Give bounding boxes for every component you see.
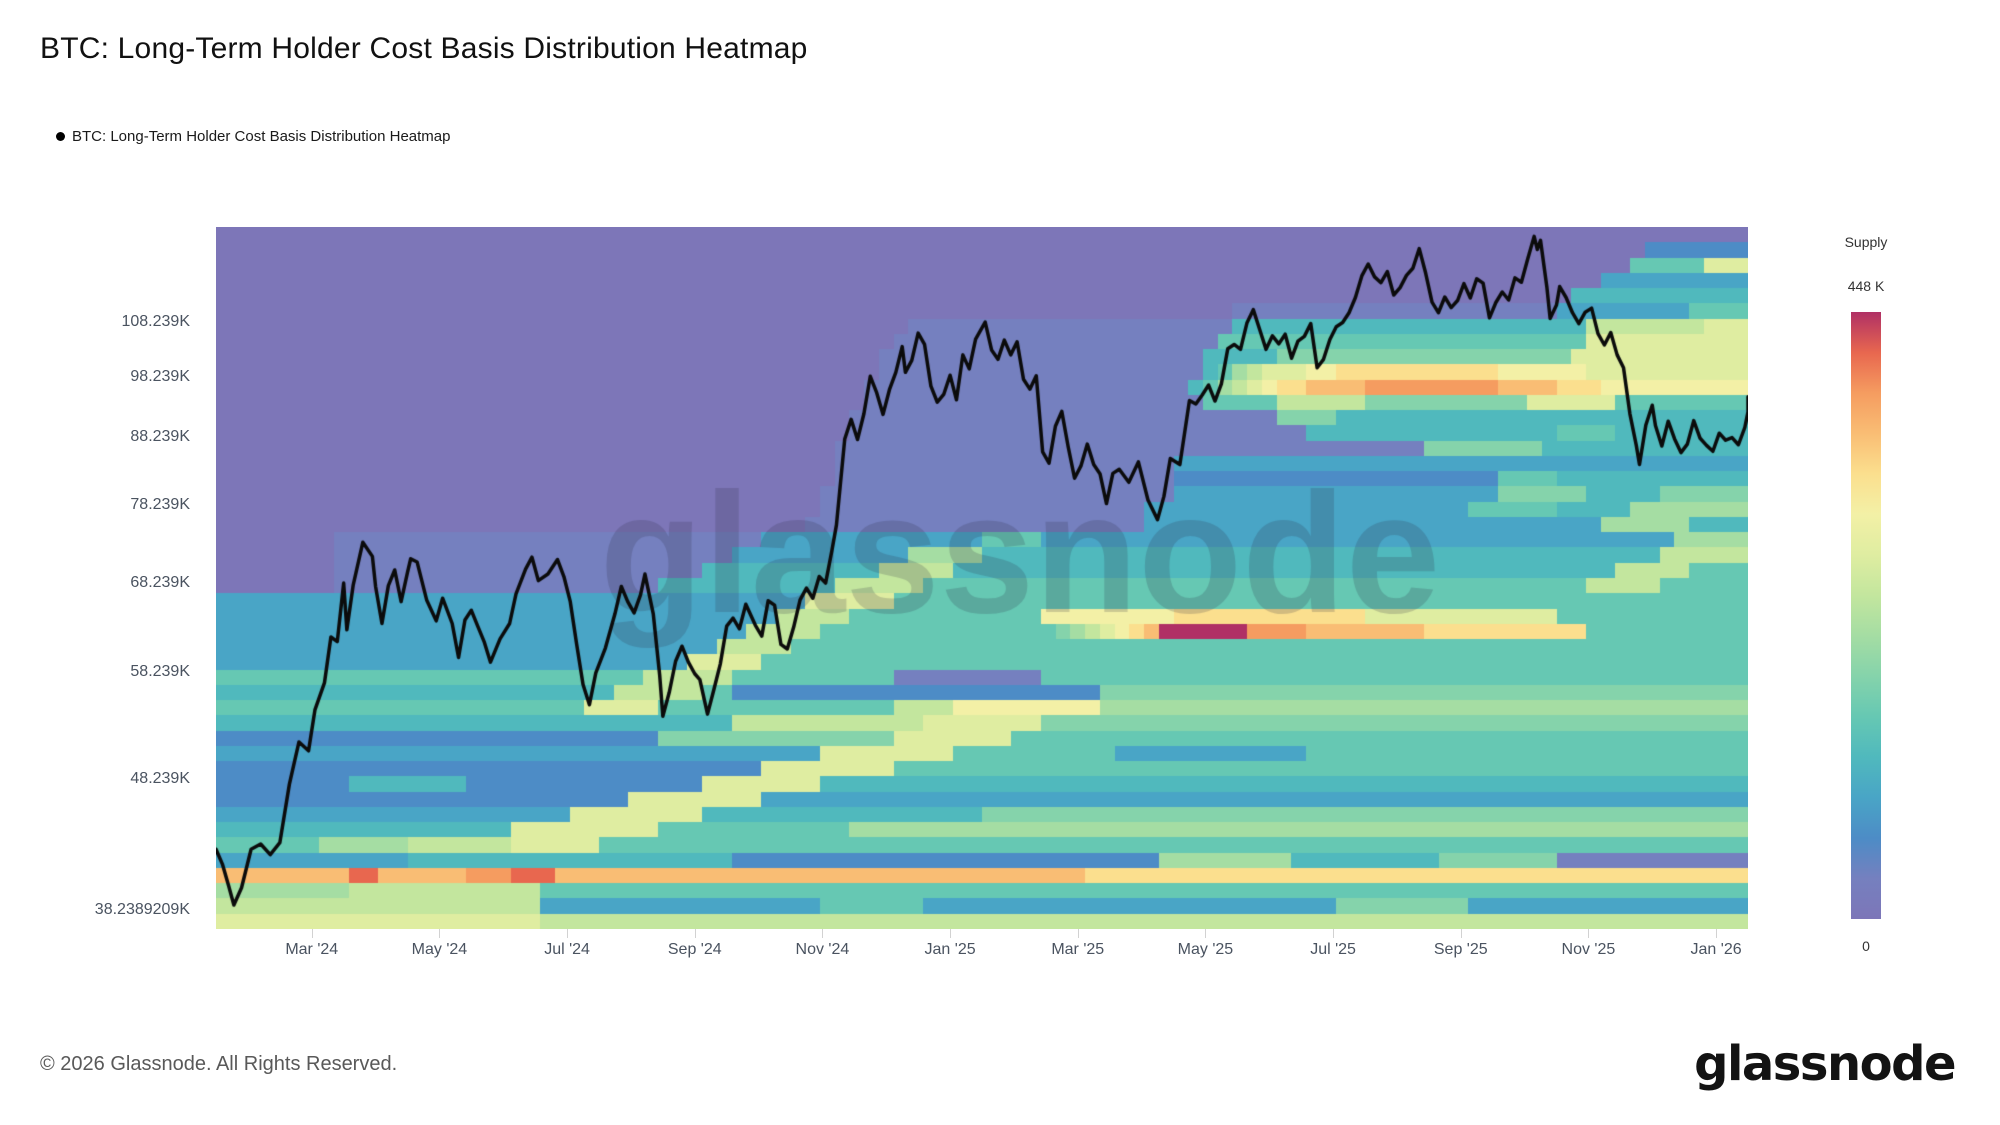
x-axis-tick-mark [950,929,952,938]
x-axis-tick-label: Jan '26 [1690,941,1742,958]
x-axis-tick-label: May '24 [411,941,468,958]
x-axis-tick-mark [1588,929,1590,938]
x-axis-tick-mark [822,929,824,938]
cost-basis-heatmap-canvas[interactable] [216,227,1748,929]
x-axis-tick-mark [1460,929,1462,938]
x-axis-tick-label: Mar '24 [285,941,339,958]
y-axis-tick-label: 78.239K [130,496,190,514]
page-title: BTC: Long-Term Holder Cost Basis Distrib… [40,32,808,65]
x-axis-tick-label: Jul '25 [1310,941,1356,958]
x-axis-tick-label: Jan '25 [924,941,976,958]
x-axis-tick-mark [1333,929,1335,938]
y-axis-tick-label: 38.2389209K [94,901,190,919]
colorbar-min-label: 0 [1862,938,1870,954]
x-axis-tick-mark [1077,929,1079,938]
legend-label: BTC: Long-Term Holder Cost Basis Distrib… [72,128,451,145]
x-axis-tick-label: Sep '24 [667,941,722,958]
legend: BTC: Long-Term Holder Cost Basis Distrib… [56,128,450,145]
x-axis-tick-mark [1716,929,1718,938]
supply-colorbar [1851,312,1881,919]
x-axis-tick-label: Nov '24 [795,941,850,958]
x-axis-tick-mark [694,929,696,938]
x-axis-tick-mark [567,929,569,938]
y-axis-tick-label: 98.239K [130,367,190,385]
y-axis-tick-label: 48.239K [130,769,190,787]
colorbar-max-label: 448 K [1847,278,1885,294]
glassnode-logo: glassnode [1694,1036,1956,1092]
x-axis-tick-mark [1205,929,1207,938]
y-axis-tick-label: 88.239K [130,428,190,446]
y-axis-tick-label: 68.239K [130,573,190,591]
x-axis-tick-label: Nov '25 [1561,941,1616,958]
x-axis-tick-label: Jul '24 [544,941,590,958]
legend-dot-icon [56,132,65,141]
x-axis-tick-label: May '25 [1177,941,1234,958]
x-axis-tick-mark [311,929,313,938]
x-axis-tick-label: Sep '25 [1433,941,1488,958]
x-axis-tick-mark [439,929,441,938]
y-axis-tick-label: 108.239K [121,312,190,330]
y-axis-tick-label: 58.239K [130,663,190,681]
heatmap-plot-area: glassnode [216,227,1748,929]
colorbar-title: Supply [1844,234,1888,250]
footer-copyright: © 2026 Glassnode. All Rights Reserved. [40,1053,398,1075]
x-axis-tick-label: Mar '25 [1051,941,1105,958]
